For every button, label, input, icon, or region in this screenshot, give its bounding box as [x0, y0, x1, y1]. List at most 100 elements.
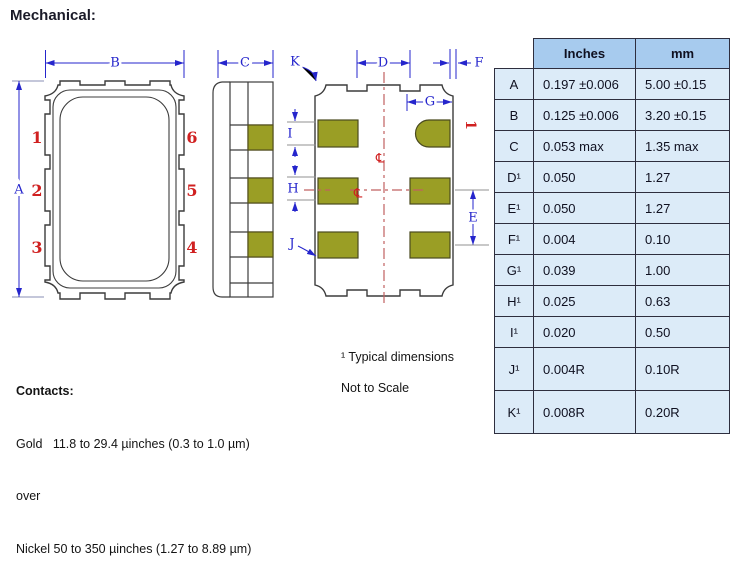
side-pad [247, 177, 274, 204]
table-row: J¹ 0.004R 0.10R [494, 347, 730, 391]
dimension-lines-side-view [217, 50, 274, 78]
contacts-block: Contacts: Gold 11.8 to 29.4 µinches (0.3… [16, 348, 251, 576]
side-pad [247, 124, 274, 151]
table-row: C 0.053 max 1.35 max [494, 130, 730, 162]
side-view [212, 81, 274, 298]
dim-label-G: G [425, 95, 435, 110]
dim-label-I: I [287, 127, 292, 142]
pin1-marker: 1 [462, 120, 478, 130]
pad [409, 231, 451, 259]
row-inches: 0.050 [533, 192, 636, 224]
page-title: Mechanical: [10, 7, 96, 24]
row-label: J¹ [494, 347, 534, 391]
dim-label-K: K [290, 55, 300, 70]
row-mm: 1.27 [635, 161, 730, 193]
leader-J [297, 245, 317, 257]
package-outline [44, 80, 185, 300]
row-inches: 0.020 [533, 316, 636, 348]
leader-K [301, 66, 318, 82]
dim-label-D: D [378, 56, 388, 71]
row-mm: 0.63 [635, 285, 730, 317]
row-inches: 0.008R [533, 390, 636, 434]
dim-label-E: E [468, 211, 478, 226]
row-label: F¹ [494, 223, 534, 255]
contacts-line-over: over [16, 489, 41, 503]
centerline-symbol: ℄ [375, 152, 385, 167]
row-label: I¹ [494, 316, 534, 348]
dim-label-B: B [110, 56, 120, 71]
dim-label-A: A [13, 183, 24, 198]
centerline-symbol: ℄ [353, 187, 363, 202]
pad [317, 119, 359, 148]
table-row: I¹ 0.020 0.50 [494, 316, 730, 348]
dim-label-J: J [287, 237, 294, 252]
row-inches: 0.050 [533, 161, 636, 193]
pin-numbers: 1 2 3 6 5 4 [31, 128, 197, 257]
side-pad [247, 231, 274, 258]
dim-label-F: F [474, 56, 483, 71]
pin-label-3: 3 [31, 238, 42, 257]
dim-labels-bottom-view: K D F G E I H J [285, 52, 486, 254]
row-label: K¹ [494, 390, 534, 434]
dim-label-H: H [287, 182, 298, 197]
dimension-lines-left-view [12, 50, 185, 298]
row-label: G¹ [494, 254, 534, 286]
row-inches: 0.197 ±0.006 [533, 68, 636, 100]
pin-label-2: 2 [31, 181, 42, 200]
pin-label-1: 1 [31, 128, 42, 147]
package-cavity [59, 96, 170, 282]
table-row: E¹ 0.050 1.27 [494, 192, 730, 224]
row-inches: 0.004R [533, 347, 636, 391]
row-inches: 0.025 [533, 285, 636, 317]
table-header-inches: Inches [533, 38, 636, 69]
note-not-to-scale: Not to Scale [341, 381, 410, 395]
row-mm: 0.50 [635, 316, 730, 348]
table-row: K¹ 0.008R 0.20R [494, 390, 730, 434]
pin-label-5: 5 [186, 181, 197, 200]
table-header-mm: mm [635, 38, 730, 69]
mechanical-drawing: B A 1 2 3 6 5 4 C [11, 49, 489, 307]
row-label: H¹ [494, 285, 534, 317]
table-row: H¹ 0.025 0.63 [494, 285, 730, 317]
table-header-row: Inches mm [495, 38, 730, 69]
dimension-lines-bottom-view [292, 49, 476, 257]
row-mm: 0.10R [635, 347, 730, 391]
dim-label-C: C [240, 56, 250, 71]
pad [317, 231, 359, 259]
top-view [44, 80, 185, 300]
pad [409, 177, 451, 205]
bottom-view [314, 84, 454, 297]
pad-pin1-rounded [414, 119, 451, 148]
row-inches: 0.053 max [533, 130, 636, 162]
row-label: A [494, 68, 534, 100]
contacts-line-nickel: Nickel 50 to 350 µinches (1.27 to 8.89 µ… [16, 541, 252, 556]
contacts-heading: Contacts: [16, 384, 74, 398]
row-inches: 0.004 [533, 223, 636, 255]
table-row: D¹ 0.050 1.27 [494, 161, 730, 193]
table-row: A 0.197 ±0.006 5.00 ±0.15 [494, 68, 730, 100]
row-mm: 3.20 ±0.15 [635, 99, 730, 131]
row-mm: 1.35 max [635, 130, 730, 162]
body-profile [212, 81, 230, 298]
row-label: B [494, 99, 534, 131]
row-label: D¹ [494, 161, 534, 193]
row-label: E¹ [494, 192, 534, 224]
row-mm: 5.00 ±0.15 [635, 68, 730, 100]
note-typical-dimensions: ¹ Typical dimensions [341, 350, 455, 364]
row-inches: 0.039 [533, 254, 636, 286]
package-inner-rim [52, 89, 177, 289]
centerlines [304, 72, 424, 307]
pin-label-4: 4 [186, 238, 197, 257]
package-outline-bottom [314, 84, 454, 297]
row-mm: 1.00 [635, 254, 730, 286]
dimensions-table: Inches mm A 0.197 ±0.006 5.00 ±0.15 B 0.… [494, 38, 730, 434]
row-mm: 1.27 [635, 192, 730, 224]
pin-label-6: 6 [186, 128, 197, 147]
table-header-blank [495, 39, 534, 69]
table-row: B 0.125 ±0.006 3.20 ±0.15 [494, 99, 730, 131]
row-mm: 0.20R [635, 390, 730, 434]
row-label: C [494, 130, 534, 162]
row-mm: 0.10 [635, 223, 730, 255]
table-row: F¹ 0.004 0.10 [494, 223, 730, 255]
pad [317, 177, 359, 205]
